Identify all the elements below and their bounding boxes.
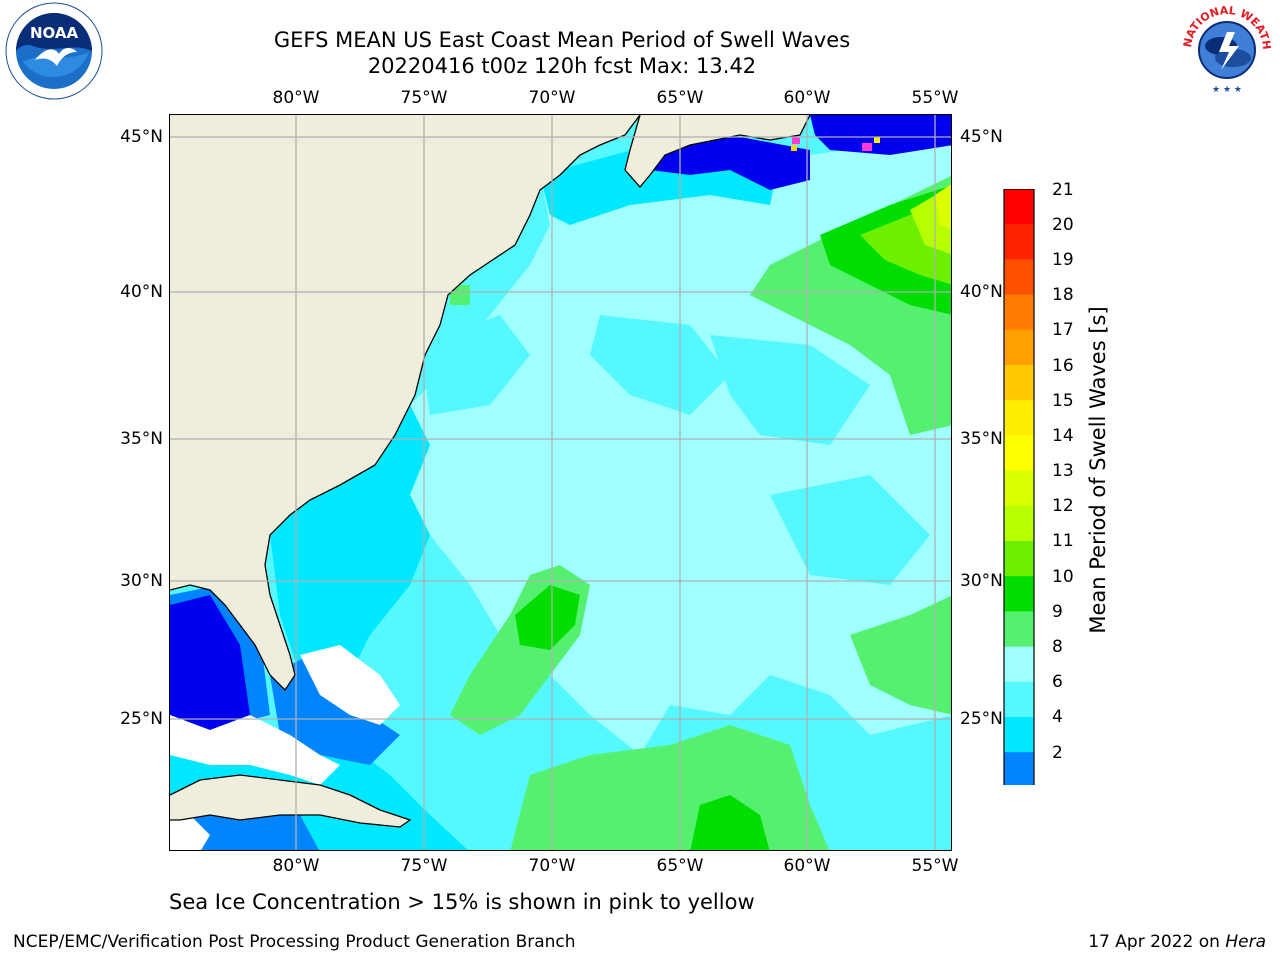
colorbar-tick: 4 (1052, 707, 1063, 727)
lat-tick-right: 45°N (960, 127, 1003, 147)
graticule (170, 115, 951, 850)
chart-subtitle: 20220416 t00z 120h fcst Max: 13.42 (367, 54, 757, 78)
lat-tick-right: 35°N (960, 429, 1003, 449)
field-4-6-nearshore (270, 405, 430, 695)
masked-area (170, 715, 340, 785)
lat-tick-left: 35°N (120, 429, 163, 449)
colorbar-segment (1004, 576, 1034, 612)
field-under-maine (640, 135, 810, 190)
field-9-10-southeast (850, 595, 951, 715)
lon-tick-bottom: 55°W (911, 856, 959, 876)
colorbar-segment (1004, 646, 1034, 683)
field-under-north (810, 115, 951, 155)
lon-tick-top: 55°W (911, 88, 959, 108)
sea-ice-marker (792, 137, 800, 144)
coastline-canada (624, 115, 811, 188)
field-under-gulf (170, 595, 250, 730)
colorbar-segment (1004, 541, 1034, 577)
land-cuba (170, 775, 410, 827)
colorbar-tick: 13 (1052, 461, 1074, 481)
lon-tick-bottom: 70°W (528, 856, 576, 876)
field-6-8-patch (770, 475, 930, 585)
field-6-8-patch (590, 315, 730, 415)
lat-tick-left: 40°N (120, 282, 163, 302)
lat-tick-right: 25°N (960, 709, 1003, 729)
land-us (170, 115, 640, 690)
colorbar-tick: 11 (1052, 531, 1074, 551)
lat-tick-left: 45°N (120, 127, 163, 147)
lon-tick-bottom: 60°W (783, 856, 831, 876)
footer-date: 17 Apr 2022 on Hera (1088, 932, 1266, 952)
colorbar-segment (1004, 224, 1034, 260)
nws-logo: NATIONAL WEATHER SERVICE ★ ★ ★ (1173, 0, 1277, 102)
lon-tick-top: 65°W (656, 88, 704, 108)
colorbar-segment (1004, 717, 1034, 753)
colorbar-tick: 10 (1052, 567, 1074, 587)
chart-title: GEFS MEAN US East Coast Mean Period of S… (273, 28, 851, 52)
colorbar-tick: 12 (1052, 496, 1074, 516)
colorbar-segment (1004, 470, 1034, 507)
lon-tick-bottom: 80°W (272, 856, 320, 876)
colorbar-tick: 16 (1052, 356, 1074, 376)
lon-tick-top: 80°W (272, 88, 320, 108)
colorbar-segment (1004, 505, 1034, 542)
lon-tick-top: 60°W (783, 88, 831, 108)
colorbar-segment (1004, 365, 1034, 401)
colorbar-segment (1004, 294, 1034, 331)
colorbar-segment (1004, 259, 1034, 296)
masked-area (300, 645, 400, 725)
lon-tick-bottom: 75°W (400, 856, 448, 876)
colorbar-tick: 21 (1052, 180, 1074, 200)
colorbar-tick: 6 (1052, 672, 1063, 692)
colorbar-tick: 15 (1052, 391, 1074, 411)
colorbar-segment (1004, 189, 1034, 225)
colorbar-tick: 2 (1052, 743, 1063, 763)
field-9-10-small (450, 285, 470, 305)
colorbar-segment (1004, 752, 1034, 788)
noaa-logo-text: NOAA (30, 24, 79, 42)
colorbar-segment (1004, 329, 1034, 366)
lat-tick-right: 30°N (960, 571, 1003, 591)
lon-tick-bottom: 65°W (656, 856, 704, 876)
colorbar-tick: 8 (1052, 637, 1063, 657)
colorbar-tick: 9 (1052, 602, 1063, 622)
colorbar-segment (1004, 611, 1034, 648)
noaa-logo: NOAA (3, 2, 105, 104)
coastline-cuba (170, 774, 412, 828)
field-2-4-florida (270, 655, 400, 765)
sea-ice-marker (791, 145, 797, 151)
field-6-8-patch (710, 335, 870, 445)
lat-tick-left: 25°N (120, 709, 163, 729)
sea-ice-marker (862, 143, 872, 151)
field-6-8-patch (420, 315, 530, 415)
lat-tick-right: 40°N (960, 282, 1003, 302)
swell-period-map (169, 114, 952, 851)
lat-tick-left: 30°N (120, 571, 163, 591)
field-13-14 (935, 184, 951, 230)
colorbar-svg (1003, 188, 1035, 815)
colorbar-segment (1004, 400, 1034, 436)
map-canvas (170, 115, 951, 850)
colorbar-tick: 17 (1052, 320, 1074, 340)
colorbar-segment (1004, 435, 1034, 472)
colorbar (1003, 188, 1035, 815)
footer-date-text: 17 Apr 2022 on (1088, 932, 1226, 952)
footer-credit: NCEP/EMC/Verification Post Processing Pr… (13, 932, 576, 952)
colorbar-tick: 14 (1052, 426, 1074, 446)
sea-ice-marker (874, 137, 880, 143)
land-canada (625, 115, 810, 187)
colorbar-segment (1004, 681, 1034, 718)
colorbar-label: Mean Period of Swell Waves [s] (1086, 306, 1110, 634)
lon-tick-top: 75°W (400, 88, 448, 108)
field-10-11-south (690, 795, 770, 850)
field-10-11-central (515, 585, 580, 650)
coastline-us (170, 115, 641, 692)
sea-ice-note: Sea Ice Concentration > 15% is shown in … (169, 890, 755, 914)
colorbar-tick: 18 (1052, 285, 1074, 305)
colorbar-tick: 20 (1052, 215, 1074, 235)
lon-tick-top: 70°W (528, 88, 576, 108)
footer-machine: Hera (1225, 932, 1266, 952)
colorbar-tick: 19 (1052, 250, 1074, 270)
svg-text:★ ★ ★: ★ ★ ★ (1212, 85, 1242, 95)
